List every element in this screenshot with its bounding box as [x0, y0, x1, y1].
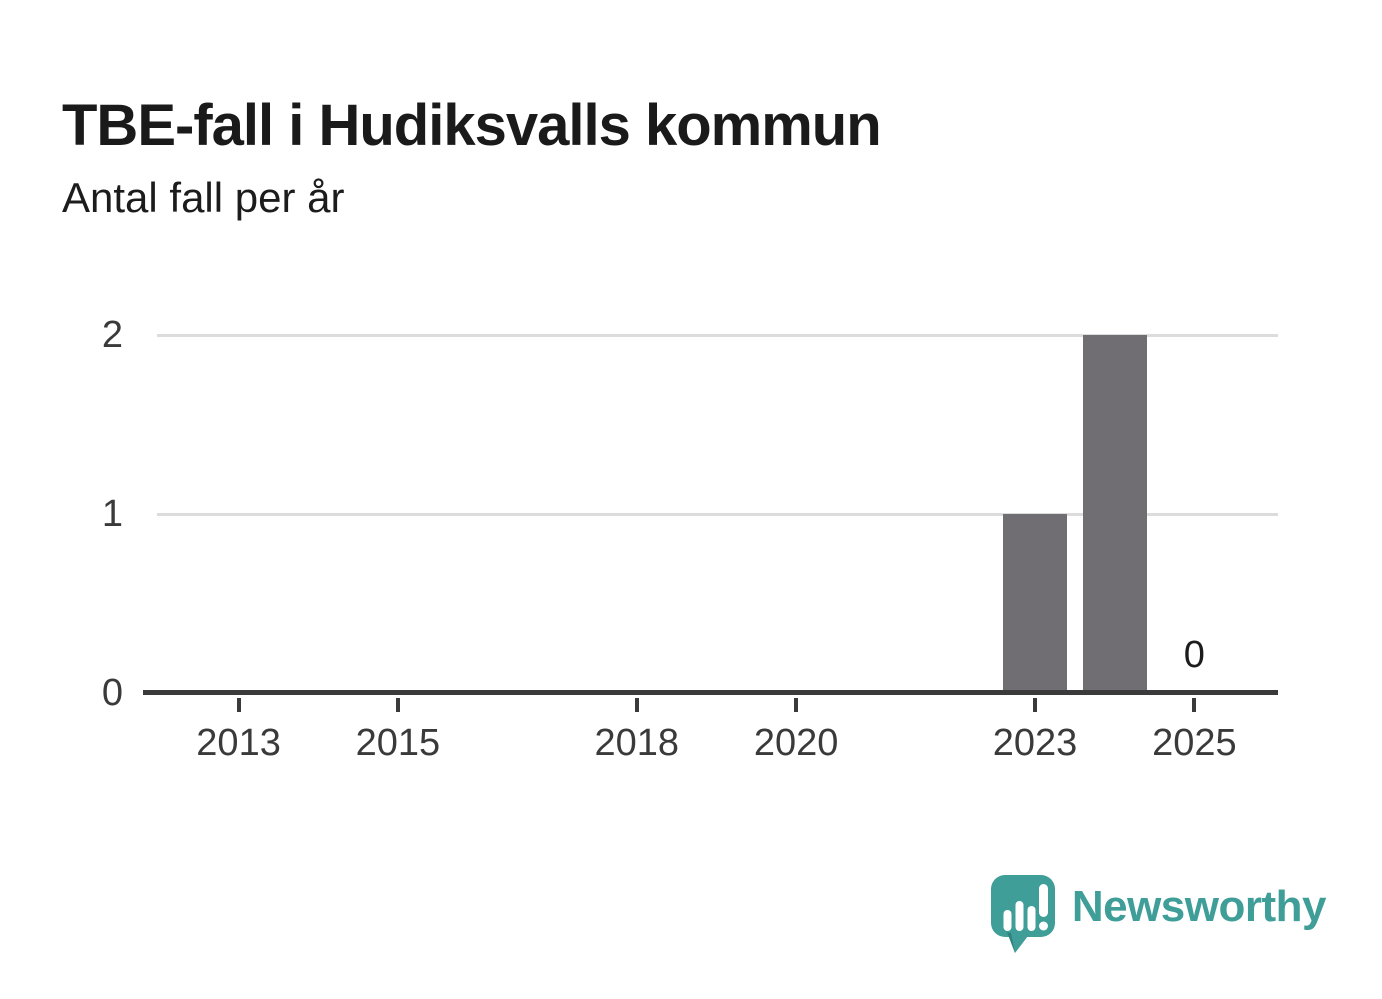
x-axis-line: [143, 690, 1278, 695]
brand-footer: Newsworthy: [990, 874, 1327, 956]
gridline-y-1: [157, 513, 1278, 516]
gridline-y-2: [157, 334, 1278, 337]
x-tick-label: 2018: [594, 722, 680, 764]
x-tick: [395, 698, 400, 712]
x-tick-label: 2023: [992, 722, 1078, 764]
bar-2023: [1003, 514, 1068, 693]
brand-name: Newsworthy: [1071, 882, 1327, 931]
x-tick-label: 2015: [355, 722, 441, 764]
chart-subtitle: Antal fall per år: [62, 174, 345, 221]
x-tick: [1033, 698, 1038, 712]
x-tick-label: 2013: [196, 722, 281, 764]
plot-area: 0 1 2 2013 2015 2018 2020 2023 2025 0: [102, 314, 1278, 764]
x-tick: [634, 698, 639, 712]
y-tick-label: 1: [101, 493, 123, 535]
newsworthy-logo-icon: [990, 875, 1055, 953]
bar-value-label: 0: [1183, 634, 1205, 676]
bar-2024: [1082, 335, 1147, 693]
x-tick: [1192, 698, 1197, 712]
x-tick-label: 2025: [1152, 722, 1237, 764]
x-tick-label: 2020: [753, 722, 839, 764]
y-tick-label: 2: [101, 314, 123, 356]
x-tick: [794, 698, 799, 712]
y-tick-label: 0: [101, 672, 123, 714]
x-tick: [236, 698, 241, 712]
chart-title: TBE-fall i Hudiksvalls kommun: [62, 92, 882, 158]
